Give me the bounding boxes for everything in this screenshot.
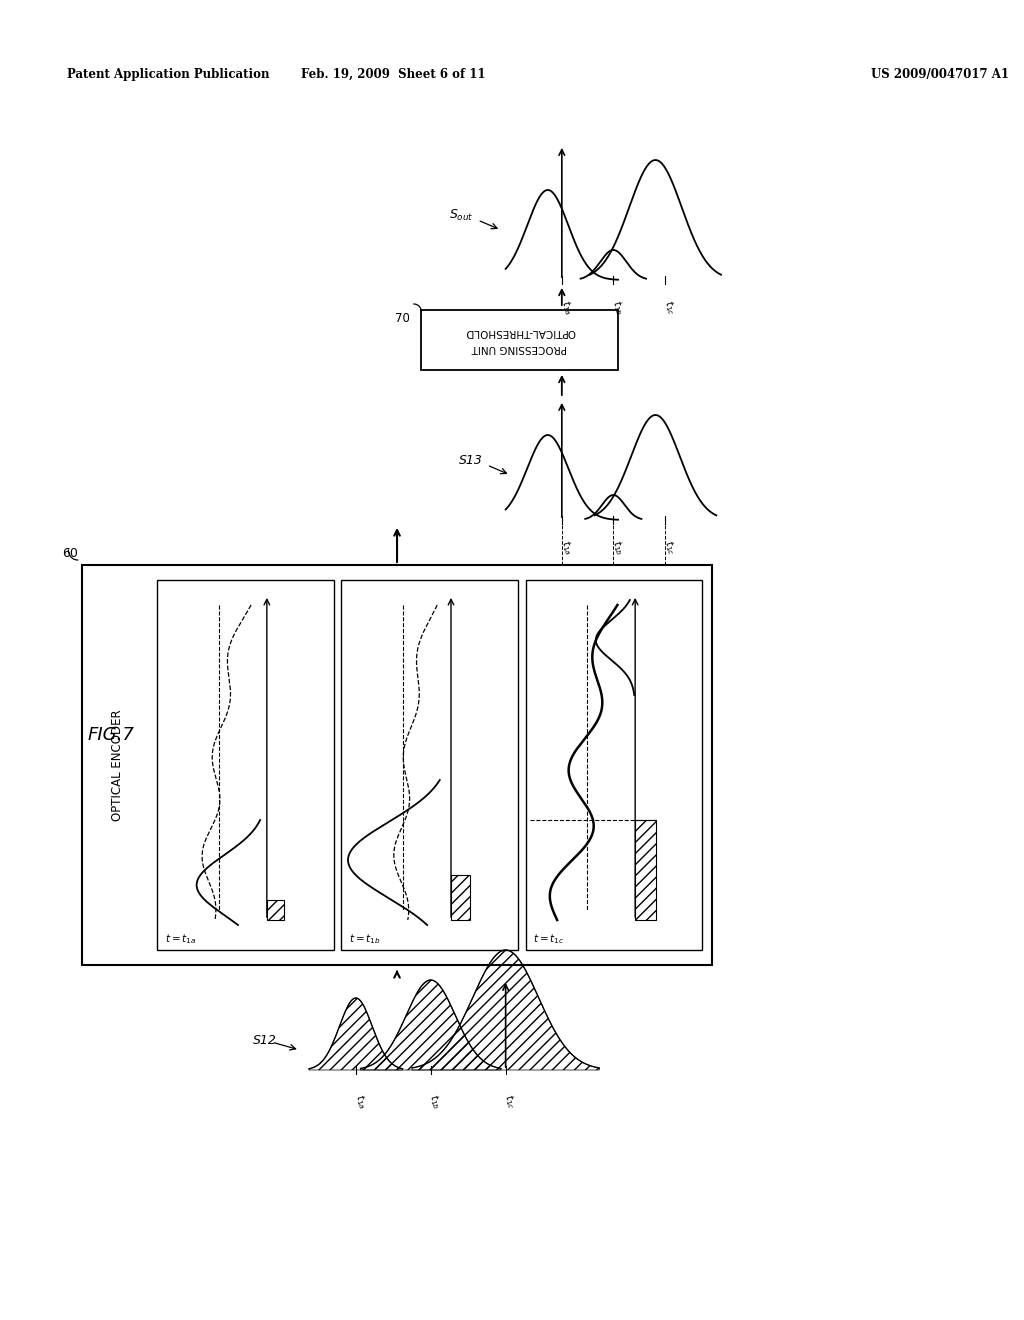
Text: S13: S13 — [459, 454, 482, 466]
Text: $t_{1b}$: $t_{1b}$ — [426, 1092, 444, 1110]
Text: $t_{1b}$: $t_{1b}$ — [609, 539, 627, 557]
Text: $t_{1a}$: $t_{1a}$ — [557, 539, 575, 557]
Bar — [525, 579, 702, 950]
Bar — [267, 900, 284, 920]
Text: PROCESSING UNIT: PROCESSING UNIT — [472, 343, 567, 352]
Text: $t_{1c}$: $t_{1c}$ — [502, 1092, 519, 1110]
Text: 60: 60 — [61, 546, 78, 560]
Bar — [451, 875, 470, 920]
Text: US 2009/0047017 A1: US 2009/0047017 A1 — [870, 69, 1009, 81]
Text: $t_{1c}$: $t_{1c}$ — [660, 298, 679, 317]
Text: Feb. 19, 2009  Sheet 6 of 11: Feb. 19, 2009 Sheet 6 of 11 — [301, 69, 485, 81]
Bar — [158, 579, 334, 950]
Bar — [421, 310, 618, 370]
Text: $t_{1a}$: $t_{1a}$ — [351, 1092, 370, 1110]
Text: $t_{1a}$: $t_{1a}$ — [557, 298, 575, 317]
Text: 70: 70 — [395, 312, 411, 325]
Bar — [82, 565, 712, 965]
Text: $t_{1b}$: $t_{1b}$ — [609, 298, 627, 317]
Text: $t=t_{1c}$: $t=t_{1c}$ — [534, 932, 564, 946]
Text: Patent Application Publication: Patent Application Publication — [68, 69, 270, 81]
Bar — [635, 820, 655, 920]
Text: $S_{out}$: $S_{out}$ — [450, 207, 474, 223]
Text: OPTICAL-THRESHOLD: OPTICAL-THRESHOLD — [464, 327, 575, 337]
Text: OPTICAL ENCODER: OPTICAL ENCODER — [112, 709, 125, 821]
Text: $t=t_{1b}$: $t=t_{1b}$ — [349, 932, 381, 946]
Bar — [341, 579, 518, 950]
Text: FIG.7: FIG.7 — [87, 726, 134, 744]
Text: $t=t_{1a}$: $t=t_{1a}$ — [165, 932, 197, 946]
Text: $t_{1c}$: $t_{1c}$ — [660, 539, 679, 557]
Text: S12: S12 — [253, 1034, 276, 1047]
